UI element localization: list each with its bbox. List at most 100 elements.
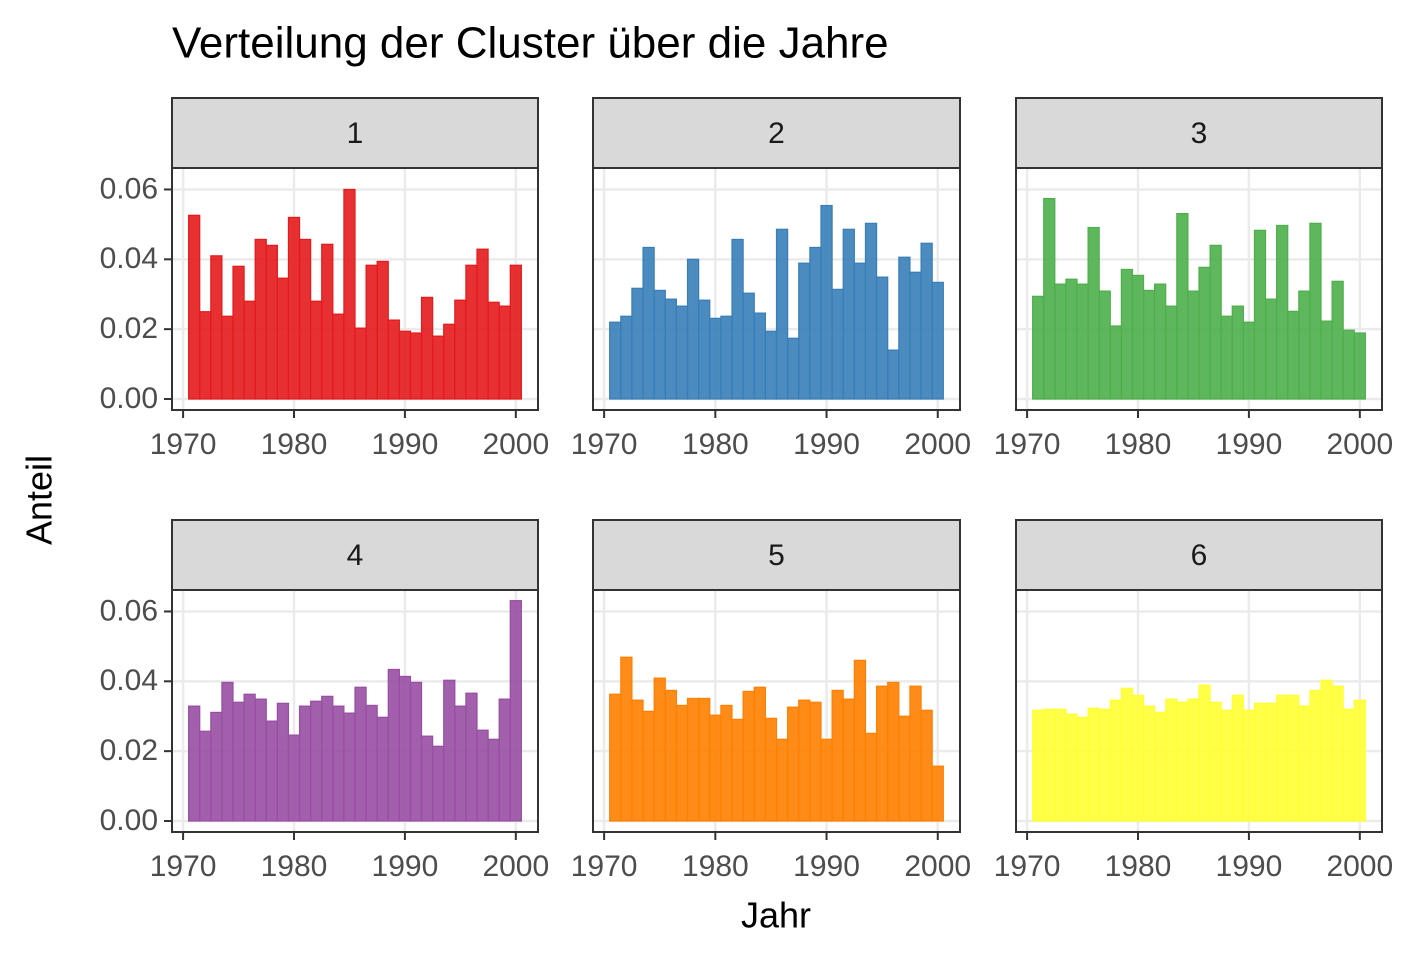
- x-tick-label: 2000: [904, 428, 971, 461]
- bar: [775, 738, 789, 822]
- bar: [1187, 698, 1200, 822]
- bar: [809, 246, 822, 400]
- bar: [820, 738, 833, 822]
- bar: [1320, 679, 1333, 822]
- bar: [1253, 229, 1267, 400]
- bar: [631, 287, 644, 400]
- bar: [1098, 708, 1111, 822]
- x-tick-label: 1970: [994, 428, 1061, 461]
- bar: [731, 238, 744, 400]
- bar: [1142, 289, 1156, 400]
- bar: [1220, 709, 1233, 822]
- bar: [254, 698, 267, 822]
- bar: [1131, 274, 1145, 400]
- bar: [432, 745, 445, 822]
- bar: [842, 228, 855, 400]
- bar: [731, 718, 744, 822]
- bar: [1087, 707, 1100, 822]
- bar: [875, 276, 889, 400]
- bar: [1054, 708, 1067, 822]
- bar: [476, 729, 489, 822]
- y-tick-label: 0.04: [100, 242, 158, 275]
- bar: [1120, 687, 1134, 822]
- bar: [1309, 689, 1322, 822]
- x-tick-label: 1980: [261, 850, 328, 883]
- facet-strip: [1015, 97, 1383, 169]
- bar: [476, 248, 489, 400]
- bar: [1154, 711, 1167, 822]
- bar: [920, 242, 933, 400]
- y-tick-label: 0.00: [100, 382, 158, 415]
- bar: [831, 689, 844, 822]
- bar: [653, 677, 666, 822]
- facet-label: 2: [768, 117, 785, 150]
- bar: [1342, 708, 1355, 822]
- bar: [642, 246, 655, 400]
- x-tick-label: 1990: [372, 428, 439, 461]
- bar: [1209, 701, 1222, 822]
- bar: [742, 292, 755, 400]
- bar: [1231, 305, 1244, 400]
- bar: [909, 271, 922, 400]
- bar: [720, 704, 733, 822]
- bar: [298, 705, 312, 822]
- bar: [298, 238, 312, 400]
- bar: [343, 712, 356, 822]
- bar: [753, 312, 766, 400]
- x-tick-label: 1980: [261, 428, 328, 461]
- bar: [354, 686, 367, 822]
- bar: [465, 264, 478, 400]
- bar: [709, 317, 722, 400]
- bar: [432, 335, 445, 400]
- x-tick-label: 2000: [1326, 850, 1393, 883]
- bar: [1043, 708, 1056, 822]
- bar: [265, 720, 278, 822]
- bar: [798, 262, 811, 400]
- bar: [332, 705, 345, 822]
- bar: [498, 305, 511, 400]
- bar: [210, 711, 223, 822]
- bar: [1209, 244, 1222, 400]
- bar: [454, 299, 467, 400]
- bar: [1242, 709, 1256, 822]
- bar: [820, 204, 833, 400]
- facet-label: 5: [768, 539, 785, 572]
- bar: [1264, 298, 1278, 400]
- bar: [887, 681, 900, 822]
- bar: [1165, 305, 1178, 400]
- bar: [1165, 698, 1178, 822]
- bar: [454, 705, 467, 822]
- bar: [243, 693, 256, 822]
- bar: [1287, 310, 1300, 400]
- x-tick-label: 1990: [1216, 428, 1283, 461]
- bar: [243, 300, 256, 400]
- x-tick-label: 1990: [372, 850, 439, 883]
- x-tick-label: 1980: [682, 428, 749, 461]
- bar: [853, 262, 867, 400]
- bar: [909, 685, 922, 822]
- bar: [631, 699, 644, 822]
- facet-strip: [171, 97, 539, 169]
- bar: [875, 685, 889, 822]
- bar: [1043, 197, 1056, 400]
- bar: [1287, 694, 1300, 822]
- facet-strip: [171, 519, 539, 591]
- bar: [1231, 694, 1244, 822]
- bar: [1198, 266, 1211, 400]
- bar: [620, 656, 633, 822]
- x-tick-label: 1990: [793, 850, 860, 883]
- bar: [365, 704, 378, 822]
- bar: [354, 327, 367, 400]
- bar: [609, 321, 622, 400]
- bar: [1298, 705, 1311, 822]
- bar: [376, 260, 389, 400]
- bar: [764, 717, 778, 822]
- bar: [1176, 212, 1189, 400]
- bar: [1131, 694, 1145, 822]
- bar: [1276, 224, 1289, 400]
- bar: [465, 692, 478, 822]
- bar: [609, 693, 622, 822]
- bar: [898, 256, 911, 400]
- x-tick-label: 2000: [482, 428, 549, 461]
